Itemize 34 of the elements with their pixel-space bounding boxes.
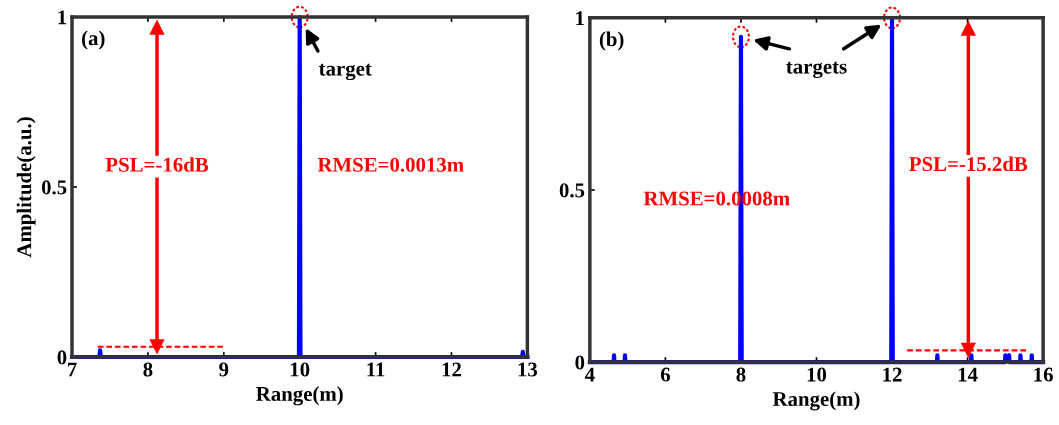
- text: (a): [82, 30, 105, 50]
- x-axis-title: Range(m): [256, 386, 343, 406]
- point: [149, 19, 165, 35]
- y-tick-label: 0: [57, 350, 67, 365]
- point: [960, 342, 976, 359]
- y-tick-label: 0.5: [41, 180, 67, 195]
- x-tick-label: 11: [367, 362, 385, 377]
- annotation: target: [318, 63, 372, 81]
- annotation: RMSE=0.0013m: [317, 157, 464, 172]
- x-tick-label: 9: [219, 362, 229, 377]
- x-tick-label: 12: [883, 367, 902, 382]
- y-tick-label: 0: [575, 355, 585, 370]
- x-tick-label: 4: [584, 367, 595, 382]
- x-tick-label: 6: [660, 367, 670, 382]
- x-tick-label: 8: [736, 367, 746, 382]
- x-tick-label: 12: [442, 362, 462, 377]
- annotation: PSL=-15.2dB: [909, 156, 1028, 172]
- x-tick-label: 10: [290, 362, 310, 377]
- annotation: targets: [786, 61, 847, 79]
- y-tick-label: 1: [58, 10, 67, 25]
- annotation: PSL=-16dB: [105, 157, 209, 172]
- x-tick-label: 8: [143, 362, 153, 377]
- y-tick-label: 1: [576, 11, 584, 26]
- x-tick-label: 7: [68, 362, 77, 377]
- y-axis-title: Amplitude(a.u.): [16, 117, 36, 258]
- x-tick-label: 10: [807, 367, 827, 382]
- y-tick-label: 0.5: [559, 183, 585, 198]
- x-tick-label: 16: [1034, 367, 1053, 382]
- text: (b): [599, 31, 624, 51]
- x-axis-title: Range(m): [772, 391, 860, 411]
- x-tick-label: 14: [958, 367, 978, 382]
- point: [149, 339, 165, 355]
- x-tick-label: 13: [518, 362, 538, 377]
- point: [960, 20, 976, 36]
